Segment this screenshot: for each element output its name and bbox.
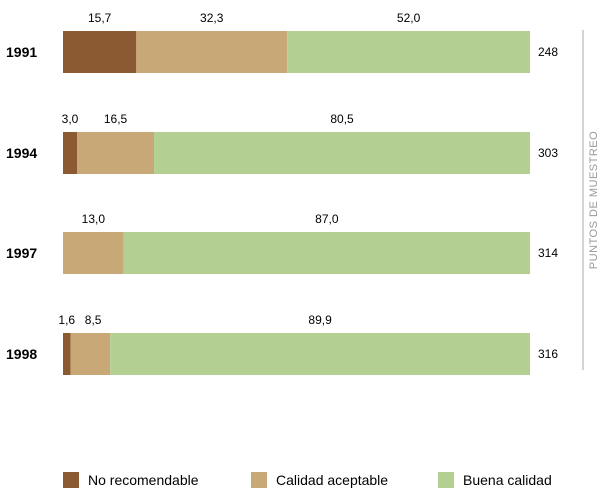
data-label: 1,6 <box>58 313 75 327</box>
sample-total: 316 <box>538 347 558 361</box>
data-label: 8,5 <box>85 313 102 327</box>
data-label: 3,0 <box>62 112 79 126</box>
bar-segment <box>77 132 155 174</box>
bar-segment <box>123 232 531 274</box>
sample-total: 303 <box>538 146 558 160</box>
legend-label: Calidad aceptable <box>276 472 389 488</box>
legend-swatch <box>251 472 267 488</box>
bar-segment <box>70 333 111 375</box>
bar-segment <box>63 31 137 73</box>
bar-segment <box>136 31 288 73</box>
legend-label: No recomendable <box>88 472 199 488</box>
data-label: 13,0 <box>82 212 106 226</box>
legend-swatch <box>438 472 454 488</box>
year-label: 1994 <box>6 145 37 161</box>
bar-segment <box>63 132 78 174</box>
year-label: 1997 <box>6 245 37 261</box>
data-label: 15,7 <box>88 11 112 25</box>
data-label: 89,9 <box>308 313 332 327</box>
bar-segment <box>154 132 530 174</box>
bar-segment <box>287 31 530 73</box>
year-label: 1991 <box>6 44 37 60</box>
right-axis-label: PUNTOS DE MUESTREO <box>588 131 600 269</box>
bar-segment <box>63 333 71 375</box>
data-label: 32,3 <box>200 11 224 25</box>
bar-segment <box>110 333 531 375</box>
bar-segment <box>63 232 124 274</box>
data-label: 80,5 <box>330 112 354 126</box>
data-label: 87,0 <box>315 212 339 226</box>
sample-total: 314 <box>538 246 558 260</box>
legend-swatch <box>63 472 79 488</box>
sample-total: 248 <box>538 45 558 59</box>
data-label: 16,5 <box>104 112 128 126</box>
stacked-bar-chart: 1991 1994 1997 1998 15,7 32,3 52,0 3,0 16,5 80,5… <box>6 11 600 375</box>
data-label: 52,0 <box>397 11 421 25</box>
legend-label: Buena calidad <box>463 472 552 488</box>
year-label: 1998 <box>6 346 37 362</box>
